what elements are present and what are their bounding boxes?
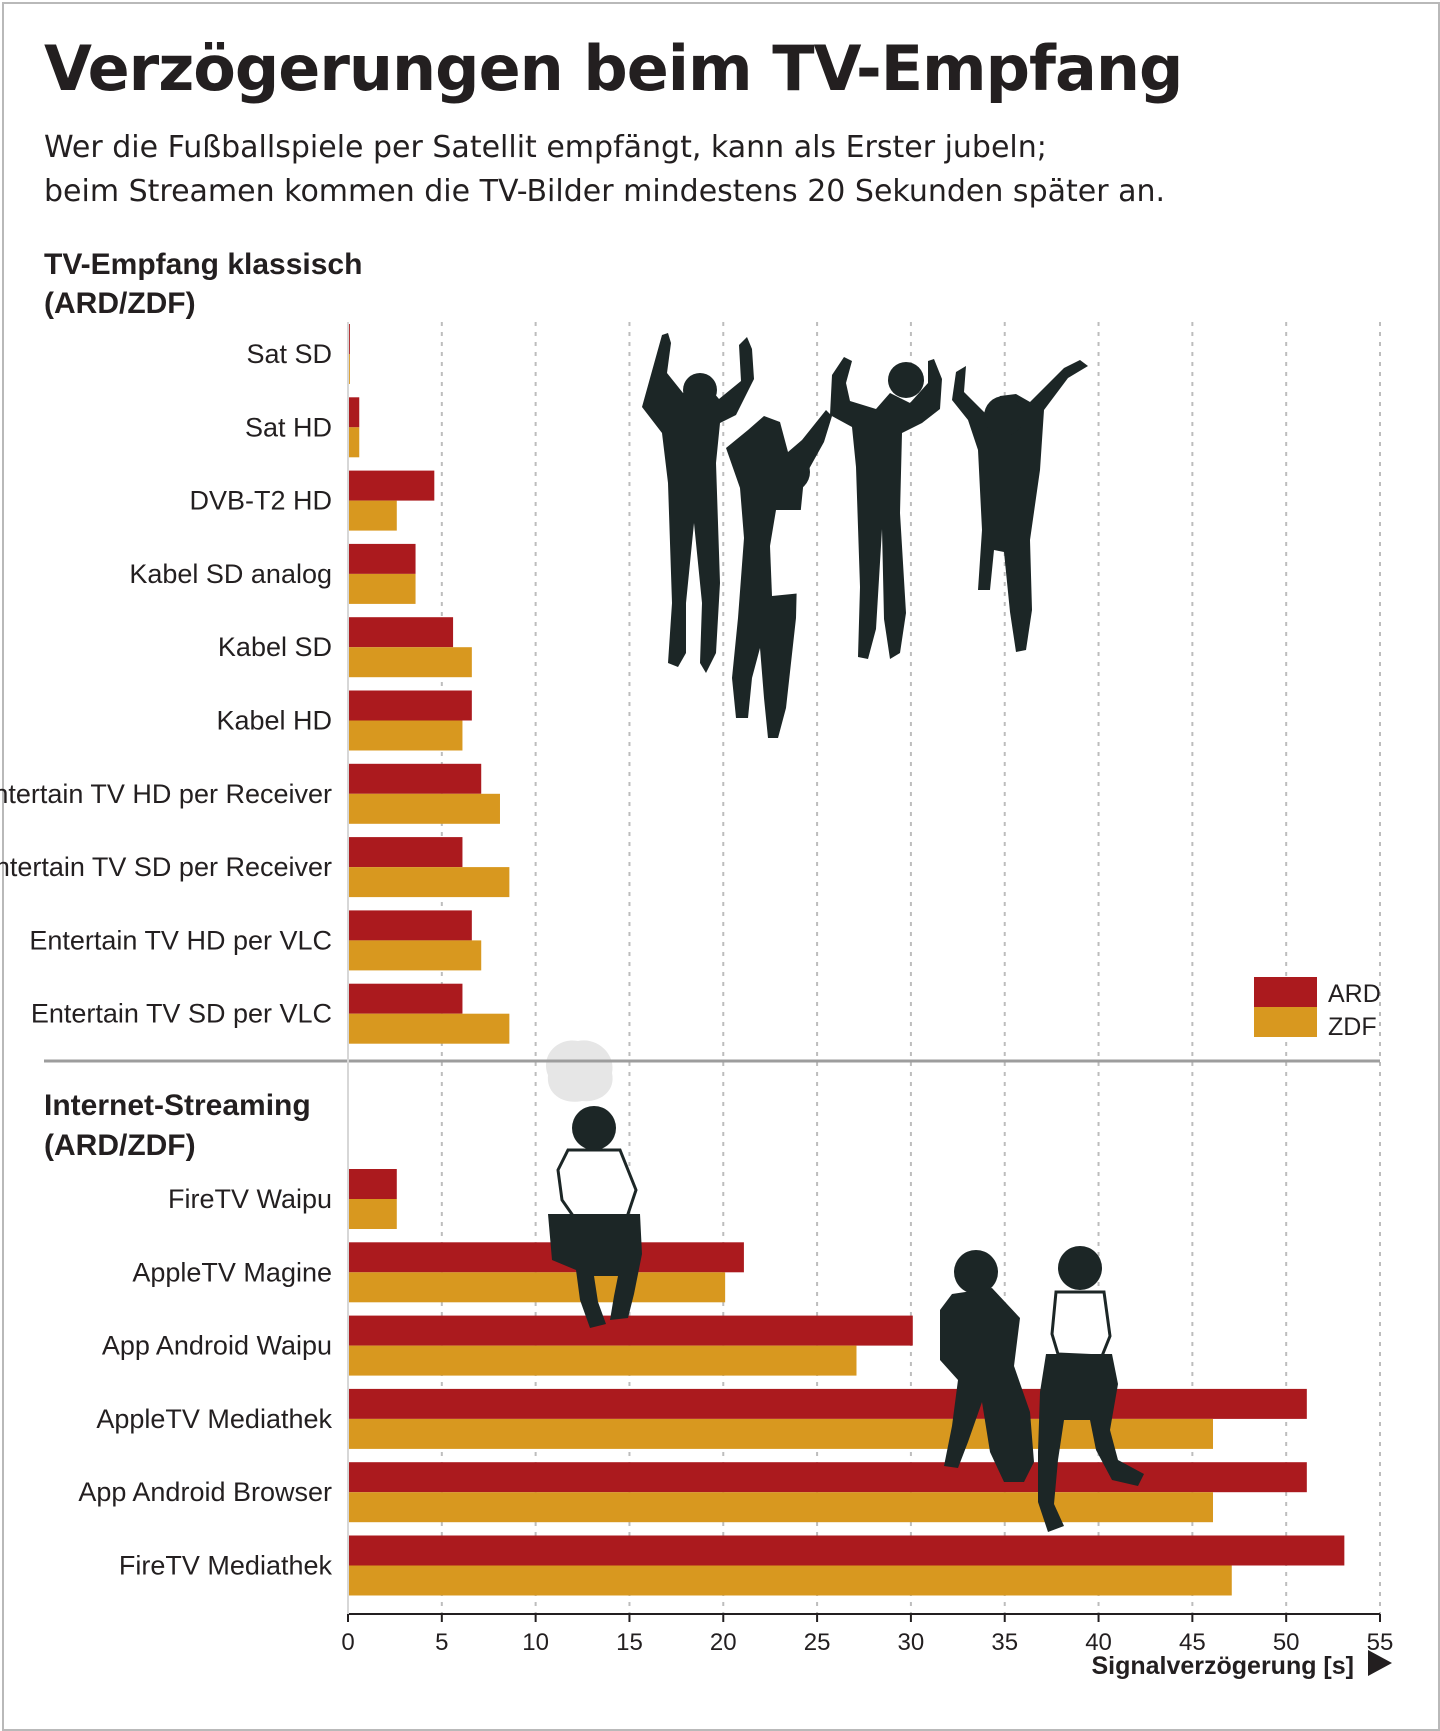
category-label: Sat SD <box>246 339 332 369</box>
couple-head-1 <box>954 1250 998 1294</box>
bar-ard <box>348 763 482 794</box>
bar-zdf <box>348 427 360 458</box>
category-label: Entertain TV SD per VLC <box>31 999 332 1029</box>
sitting-person-illustration <box>546 1040 642 1328</box>
bar-ard <box>348 1315 913 1346</box>
bar-zdf <box>348 720 463 751</box>
x-tick-label: 55 <box>1367 1629 1394 1656</box>
bar-ard <box>348 397 360 428</box>
category-label: Entertain TV HD per VLC <box>29 925 332 955</box>
bars: Sat SD Sat HD DVB-T2 HD Kabel SD analog Kabe… <box>0 324 1345 1596</box>
x-axis: 0 5 10 15 20 25 30 35 40 45 50 55 <box>341 322 1393 1656</box>
bar-zdf <box>348 1013 510 1044</box>
couple-shirt-2 <box>1050 1290 1112 1358</box>
bar-zdf <box>348 500 397 531</box>
cheering-head-4 <box>984 396 1024 436</box>
x-tick-label: 50 <box>1273 1629 1300 1656</box>
legend-swatch-ard <box>1254 977 1317 1007</box>
bar-zdf <box>348 1565 1232 1596</box>
bar-ard <box>348 617 454 648</box>
cheering-head-3 <box>888 362 924 398</box>
category-label: Sat HD <box>245 412 332 442</box>
section-subtitle-classic: (ARD/ZDF) <box>44 287 196 320</box>
subtitle-line-1: Wer die Fußballspiele per Satellit empfä… <box>44 130 1047 165</box>
legend-swatch-zdf <box>1254 1007 1317 1037</box>
x-tick-label: 5 <box>435 1629 448 1656</box>
sitting-head <box>572 1106 616 1150</box>
legend-label-zdf: ZDF <box>1328 1013 1377 1041</box>
x-tick-label: 0 <box>341 1629 354 1656</box>
cheering-head-2 <box>770 452 810 492</box>
axis-arrow-icon <box>1368 1650 1392 1676</box>
subtitle: Wer die Fußballspiele per Satellit empfä… <box>44 126 1404 214</box>
cheering-person-4 <box>952 360 1088 652</box>
bar-zdf <box>348 1345 857 1376</box>
category-label: FireTV Mediathek <box>119 1551 333 1581</box>
cheering-person-1 <box>642 333 754 673</box>
category-label: Entertain TV SD per Receiver <box>0 852 332 882</box>
bar-zdf <box>348 867 510 898</box>
category-label: AppleTV Magine <box>132 1257 332 1287</box>
bar-zdf <box>348 573 416 604</box>
bar-ard <box>348 983 463 1014</box>
section-title-classic: TV-Empfang klassisch <box>44 248 362 281</box>
bar-zdf <box>348 1272 726 1303</box>
category-label: AppleTV Mediathek <box>96 1404 332 1434</box>
cheering-people-illustration <box>642 333 1088 738</box>
bar-zdf <box>348 647 472 678</box>
x-tick-label: 45 <box>1179 1629 1206 1656</box>
bar-ard <box>348 1169 397 1199</box>
bar-ard <box>348 1535 1345 1566</box>
bar-ard <box>348 690 472 721</box>
x-tick-label: 30 <box>898 1629 925 1656</box>
legend-label-ard: ARD <box>1328 980 1381 1008</box>
x-tick-label: 25 <box>804 1629 831 1656</box>
cheering-person-3 <box>830 357 942 659</box>
bar-zdf <box>348 1492 1214 1523</box>
legend: ARD ZDF <box>1254 977 1381 1041</box>
category-label: DVB-T2 HD <box>189 486 332 516</box>
bar-zdf <box>348 1199 397 1229</box>
category-label: FireTV Waipu <box>168 1184 332 1214</box>
couple-body-1 <box>940 1288 1034 1482</box>
category-label: Kabel SD analog <box>129 559 332 589</box>
bar-ard <box>348 1242 744 1273</box>
category-label: App Android Browser <box>78 1477 332 1507</box>
bar-ard <box>348 1462 1307 1493</box>
cheering-head-1 <box>683 373 717 407</box>
category-label: Kabel SD <box>218 632 332 662</box>
subtitle-line-2: beim Streamen kommen die TV-Bilder minde… <box>44 174 1166 209</box>
bar-zdf <box>348 793 500 824</box>
sitting-body <box>548 1214 642 1328</box>
bar-zdf <box>348 1418 1214 1449</box>
thought-bubble <box>546 1040 613 1102</box>
x-tick-label: 15 <box>616 1629 643 1656</box>
bar-ard <box>348 543 416 574</box>
cheering-shirt-2 <box>770 510 814 596</box>
bar-ard <box>348 910 472 941</box>
x-tick-label: 10 <box>522 1629 549 1656</box>
x-tick-label: 35 <box>991 1629 1018 1656</box>
sitting-couple-illustration <box>940 1246 1144 1532</box>
sitting-shirt <box>556 1148 638 1222</box>
section-title-streaming: Internet-Streaming <box>44 1089 311 1122</box>
couple-body-2 <box>1038 1354 1144 1532</box>
couple-head-2 <box>1058 1246 1102 1290</box>
bar-ard <box>348 1388 1307 1419</box>
page-title: Verzögerungen beim TV-Empfang <box>44 32 1183 105</box>
bar-ard <box>348 837 463 868</box>
category-label: Kabel HD <box>216 706 332 736</box>
bar-zdf <box>348 940 482 971</box>
x-tick-label: 20 <box>710 1629 737 1656</box>
bar-ard <box>348 470 435 501</box>
x-tick-label: 40 <box>1085 1629 1112 1656</box>
x-axis-label: Signalverzögerung [s] <box>1091 1652 1354 1680</box>
category-label: App Android Waipu <box>102 1331 332 1361</box>
section-subtitle-streaming: (ARD/ZDF) <box>44 1129 196 1162</box>
category-label: Entertain TV HD per Receiver <box>0 779 332 809</box>
